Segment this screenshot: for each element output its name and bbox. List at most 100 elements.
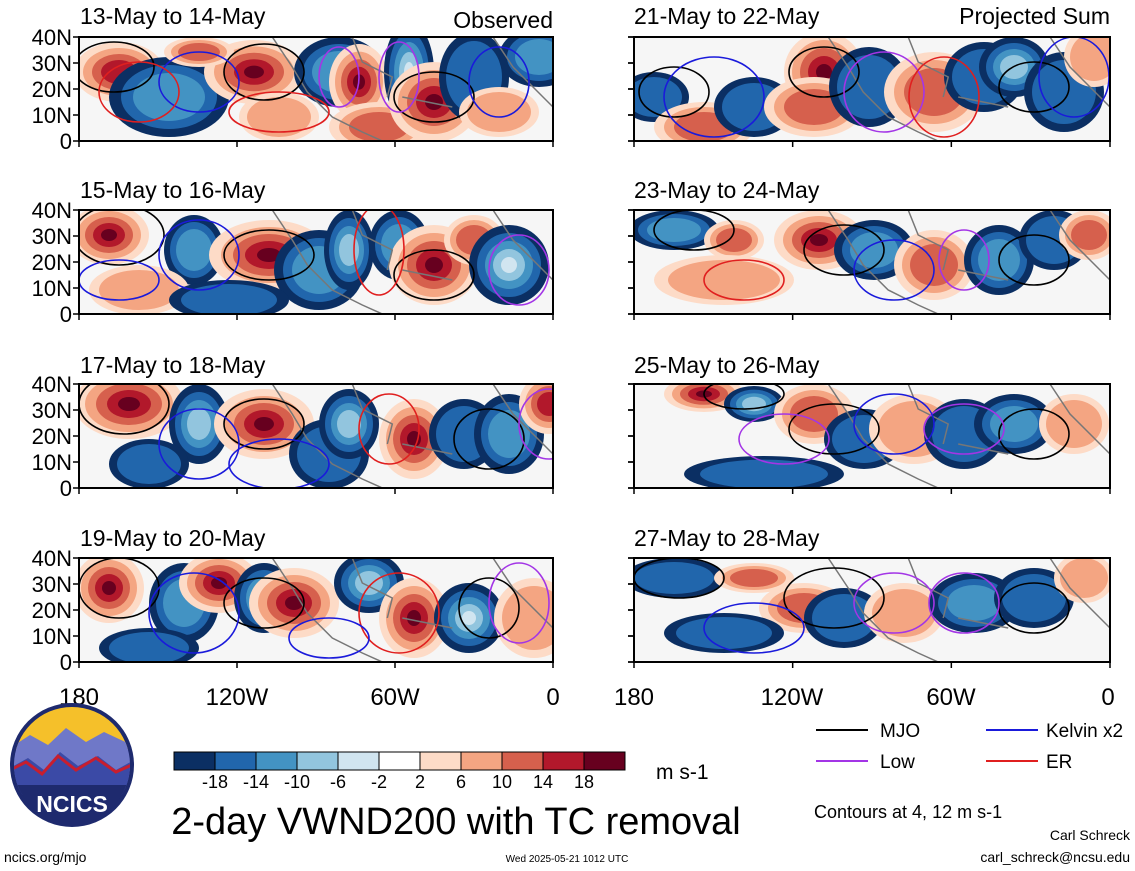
map-panel-right-2: [628, 209, 1111, 320]
colorbar-swatch: [419, 751, 462, 771]
contour-line: [938, 229, 990, 291]
anomaly-blob: [187, 408, 211, 440]
contour-note: Contours at 4, 12 m s-1: [814, 802, 1002, 822]
contour-line: [634, 558, 725, 599]
contour-line: [223, 43, 305, 101]
y-tick-label: 40N: [32, 25, 72, 50]
anomaly-blob: [947, 585, 1001, 621]
anomaly-blob: [502, 586, 553, 650]
anomaly-blob: [355, 571, 383, 595]
author-email: carl_schreck@ncsu.edu: [980, 849, 1130, 865]
anomaly-blob: [254, 417, 274, 431]
anomaly-blob: [716, 228, 752, 252]
contour-line: [738, 413, 830, 465]
contour-line: [653, 210, 735, 251]
anomaly-blob: [730, 569, 778, 587]
legend-er-label: ER: [1046, 752, 1072, 773]
contour-line: [353, 210, 405, 296]
anomaly-blob: [1070, 37, 1110, 81]
contour-line: [998, 408, 1070, 460]
coastline: [271, 37, 553, 141]
anomaly-blob: [211, 577, 227, 589]
contour-line: [228, 91, 330, 133]
colorbar-tick-label: 14: [533, 772, 553, 792]
anomaly-blob: [102, 581, 116, 595]
colorbar-swatch: [296, 751, 339, 771]
anomaly-blob: [109, 632, 189, 662]
ncics-logo: NCICS: [10, 703, 134, 827]
map-panel-right-3: [628, 383, 1111, 494]
anomaly-blob: [244, 65, 264, 79]
anomaly-blob: [285, 596, 303, 610]
contour-line: [663, 56, 765, 138]
x-tick-right-60w: 60W: [926, 684, 976, 711]
anomaly-blob: [850, 232, 898, 268]
y-tick-label: 40N: [32, 546, 72, 571]
y-tick-label: 40N: [32, 198, 72, 223]
contour-line: [223, 229, 315, 281]
y-tick-label: 0: [60, 129, 72, 154]
colorbar-swatch: [378, 751, 421, 771]
contour-line: [79, 210, 165, 266]
contour-line: [98, 61, 180, 123]
anomaly-blob: [257, 248, 281, 262]
map-panels: [73, 36, 1111, 668]
contour-line: [703, 384, 785, 410]
panel-title-right-2: 23-May to 24-May: [634, 177, 820, 203]
colorbar-tick-label: -2: [371, 772, 387, 792]
anomaly-blob: [872, 589, 936, 637]
x-tick-right-0: 0: [1101, 684, 1114, 711]
contour-line: [853, 239, 935, 301]
contour-line: [458, 577, 520, 639]
anomaly-blob: [634, 562, 714, 594]
colorbar-swatch: [542, 751, 585, 771]
x-tick-left-0: 0: [546, 684, 559, 711]
anomaly-blob: [501, 257, 517, 273]
anomaly-blob: [837, 55, 901, 119]
map-panel-right-4: [628, 557, 1111, 668]
contour-line: [288, 617, 370, 659]
map-panel-left-3: [73, 383, 554, 494]
legend: MJO Kelvin x2 Low ER: [816, 721, 1123, 773]
contour-line: [79, 384, 170, 435]
anomaly-blob: [700, 459, 828, 488]
colorbar-tick-label: 2: [415, 772, 425, 792]
y-tick-label: 0: [60, 302, 72, 327]
anomaly-blob: [337, 410, 361, 438]
panel-title-left-3: 17-May to 18-May: [80, 352, 266, 378]
anomaly-blob: [647, 218, 701, 242]
anomaly-blob: [407, 431, 421, 447]
contour-line: [998, 61, 1070, 113]
map-panel-left-2: [73, 209, 554, 320]
y-tick-label: 0: [60, 650, 72, 675]
panel-title-right-1: 21-May to 22-May: [634, 3, 820, 29]
y-tick-label: 30N: [32, 398, 72, 423]
colorbar-swatch: [173, 751, 216, 771]
x-tick-left-60w: 60W: [370, 684, 420, 711]
contour-line: [393, 71, 475, 123]
anomaly-blob: [339, 234, 359, 266]
anomaly-blob: [181, 284, 277, 314]
anomaly-blob: [462, 611, 476, 625]
colorbar-tick-label: -18: [202, 772, 228, 792]
legend-mjo-label: MJO: [880, 721, 920, 742]
colorbar-swatch: [460, 751, 503, 771]
footer-url: ncics.org/mjo: [4, 849, 87, 865]
anomaly-blob: [812, 594, 876, 642]
logo-text: NCICS: [36, 791, 108, 817]
colorbar: -18 -14 -10 -6 -2 2 6 10 14 18: [173, 751, 626, 792]
y-tick-label: 30N: [32, 572, 72, 597]
colorbar-swatch: [501, 751, 544, 771]
anomaly-blob: [425, 257, 443, 273]
colorbar-tick-label: 6: [456, 772, 466, 792]
anomaly-blob: [117, 444, 181, 484]
coastline: [271, 210, 553, 314]
contour-line: [223, 398, 305, 450]
contour-line: [148, 572, 240, 654]
legend-kelvin-label: Kelvin x2: [1046, 721, 1123, 742]
contour-line: [158, 51, 240, 113]
x-tick-right-120w: 120W: [761, 684, 824, 711]
contour-line: [358, 572, 440, 654]
footer-timestamp: Wed 2025-05-21 1012 UTC: [506, 854, 629, 865]
